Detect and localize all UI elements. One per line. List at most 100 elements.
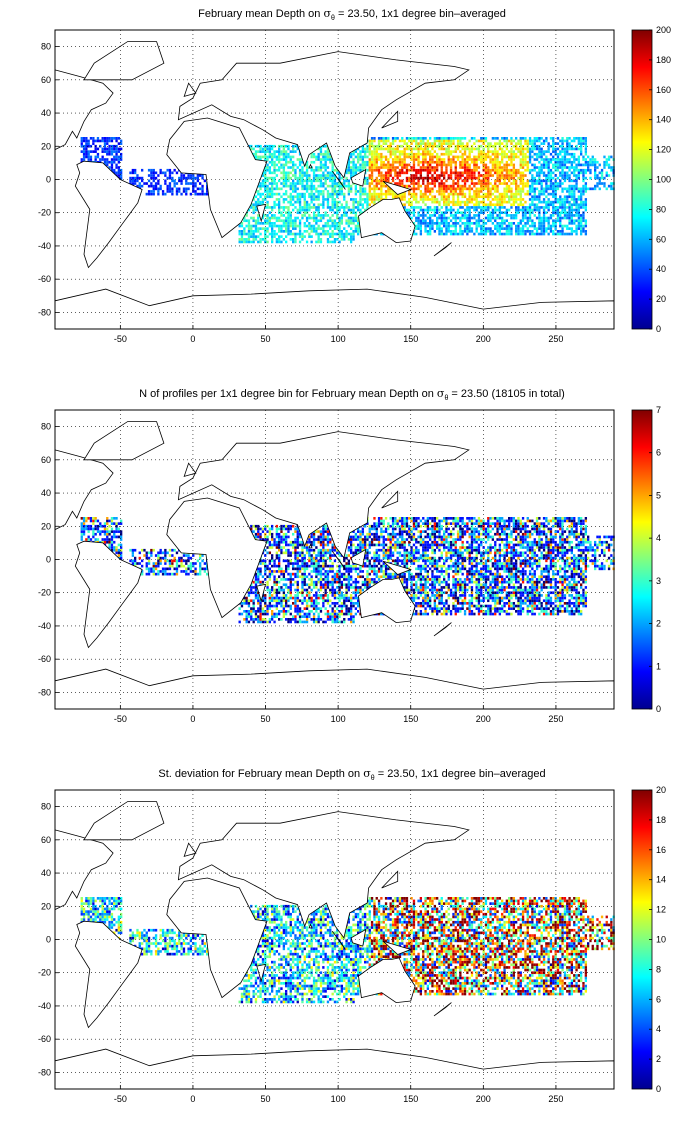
data-cell	[422, 142, 425, 145]
data-cell	[370, 187, 374, 191]
data-cell	[113, 535, 116, 539]
data-cell	[175, 551, 179, 555]
data-cell	[580, 192, 583, 196]
data-cell	[436, 160, 439, 164]
data-cell	[568, 142, 571, 145]
data-cell	[110, 538, 114, 541]
data-cell	[561, 198, 564, 201]
data-cell	[424, 195, 427, 199]
data-cell	[436, 155, 439, 159]
data-cell	[496, 198, 499, 201]
data-cell	[545, 137, 548, 140]
data-cell	[194, 570, 197, 573]
data-cell	[512, 200, 516, 204]
data-cell	[410, 179, 413, 183]
data-cell	[161, 570, 165, 573]
data-cell	[517, 184, 520, 188]
data-cell	[556, 219, 560, 223]
data-cell	[405, 155, 409, 159]
data-cell	[361, 163, 365, 167]
data-cell	[475, 166, 478, 169]
data-cell	[315, 155, 318, 159]
data-cell	[422, 137, 425, 140]
data-cell	[120, 548, 123, 552]
data-cell	[540, 147, 543, 151]
data-cell	[317, 219, 320, 223]
data-cell	[475, 227, 478, 230]
data-cell	[508, 230, 511, 233]
data-cell	[480, 137, 483, 140]
data-cell	[589, 160, 592, 164]
data-cell	[292, 238, 295, 241]
data-cell	[240, 612, 244, 616]
data-cell	[596, 182, 599, 185]
data-cell	[445, 152, 448, 156]
data-cell	[433, 142, 437, 145]
data-cell	[503, 174, 506, 177]
data-cell	[359, 152, 362, 156]
data-cell	[370, 171, 374, 175]
data-cell	[440, 192, 443, 196]
data-cell	[484, 144, 488, 148]
data-cell	[528, 216, 532, 220]
data-cell	[113, 144, 116, 148]
data-cell	[189, 182, 193, 185]
data-cell	[484, 179, 488, 183]
data-cell	[152, 562, 155, 565]
data-cell	[468, 171, 471, 175]
data-cell	[575, 163, 578, 167]
data-cell	[298, 182, 302, 185]
data-cell	[89, 527, 93, 531]
data-cell	[454, 214, 457, 217]
data-cell	[326, 200, 330, 204]
data-cell	[282, 171, 286, 175]
data-cell	[438, 190, 441, 193]
data-cell	[549, 230, 553, 233]
data-cell	[315, 195, 318, 199]
data-cell	[312, 211, 316, 215]
data-cell	[436, 139, 439, 143]
data-cell	[298, 235, 302, 238]
data-cell	[538, 147, 541, 151]
data-cell	[240, 240, 244, 244]
data-cell	[559, 158, 562, 161]
data-cell	[487, 152, 490, 156]
data-cell	[412, 211, 416, 215]
data-cell	[145, 551, 148, 555]
data-cell	[575, 200, 578, 204]
data-cell	[424, 155, 427, 159]
data-cell	[463, 227, 467, 230]
data-cell	[361, 166, 365, 169]
data-cell	[308, 176, 311, 180]
data-cell	[431, 179, 434, 183]
data-cell	[528, 232, 532, 236]
data-cell	[580, 219, 583, 223]
data-cell	[117, 168, 121, 172]
data-cell	[459, 160, 462, 164]
data-cell	[282, 238, 286, 241]
data-cell	[329, 195, 332, 199]
data-cell	[505, 208, 509, 212]
data-cell	[403, 195, 406, 199]
data-cell	[115, 152, 118, 156]
data-cell	[508, 200, 511, 204]
data-cell	[259, 192, 262, 196]
data-cell	[82, 532, 86, 536]
data-cell	[452, 155, 455, 159]
data-cell	[322, 200, 325, 204]
data-cell	[415, 195, 418, 199]
data-cell	[419, 142, 423, 145]
data-cell	[117, 150, 121, 153]
data-cell	[350, 187, 353, 191]
data-cell	[580, 222, 583, 225]
data-cell	[131, 179, 135, 183]
data-cell	[333, 184, 337, 188]
data-cell	[559, 163, 562, 167]
data-cell	[556, 216, 560, 220]
data-cell	[282, 163, 286, 167]
data-cell	[484, 163, 488, 167]
data-cell	[510, 142, 513, 145]
data-cell	[275, 187, 279, 191]
data-cell	[89, 519, 93, 523]
